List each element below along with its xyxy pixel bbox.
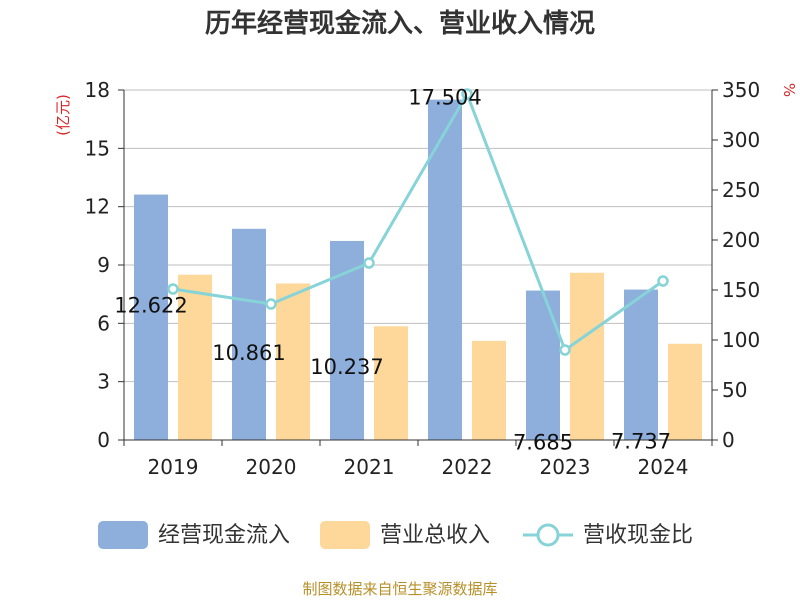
right-axis-tick-label: 100 [722,328,760,352]
bar-revenue [472,340,506,440]
left-axis-tick-label: 6 [97,311,110,335]
data-label-cash-inflow: 10.237 [310,355,383,379]
source-note: 制图数据来自恒生聚源数据库 [302,580,497,598]
bar-cash-inflow [428,99,462,441]
left-axis-tick-label: 15 [85,136,110,160]
bar-revenue [374,326,408,440]
data-label-cash-inflow: 17.504 [408,86,481,110]
bar-cash-inflow [526,290,560,440]
bar-revenue [570,272,604,440]
bar-cash-inflow [134,194,168,440]
x-axis-tick-label: 2024 [638,455,689,479]
ratio-line [172,90,664,353]
bar-revenue [178,274,212,440]
axis-layer: 0 3 6 9 12 15 18 0 50 100 150 200 250 300 350 2019 2020 2… [85,78,761,479]
right-axis-tick-label: 50 [722,378,747,402]
bar-cash-inflow [232,228,266,440]
ratio-point [265,298,277,310]
left-axis-tick-label: 0 [97,428,110,452]
right-axis-tick-label: 350 [722,78,760,102]
ratio-point [559,344,571,356]
right-axis-unit: % [780,83,798,97]
ratio-point [167,283,179,295]
legend-label-cash-inflow: 经营现金流入 [158,523,290,548]
data-label-cash-inflow: 12.622 [114,294,187,318]
left-axis-unit: (亿元) [54,94,72,136]
bar-cash-inflow [624,289,658,440]
x-axis-tick-label: 2021 [344,455,395,479]
right-axis-tick-label: 250 [722,178,760,202]
right-axis-tick-label: 0 [722,428,735,452]
bar-cash-inflow [330,240,364,440]
grid-layer [124,89,712,383]
x-axis-tick-label: 2020 [246,455,297,479]
data-label-cash-inflow: 7.737 [611,430,671,454]
bar-revenue [276,283,310,440]
ratio-point [461,88,473,100]
left-axis-tick-label: 18 [85,78,110,102]
legend-swatch-revenue [320,521,370,549]
right-axis-tick-label: 200 [722,228,760,252]
data-label-cash-inflow: 10.861 [212,341,285,365]
legend: 经营现金流入 营业总收入 营收现金比 [98,521,693,549]
x-axis-tick-label: 2023 [540,455,591,479]
label-layer: 12.622 10.861 10.237 17.504 7.685 7.737 [114,86,671,455]
x-axis-tick-label: 2022 [442,455,493,479]
legend-marker-ratio [536,523,560,547]
right-axis-tick-label: 150 [722,278,760,302]
ratio-point [657,275,669,287]
chart-title: 历年经营现金流入、营业收入情况 [205,8,595,39]
left-axis-tick-label: 3 [97,370,110,394]
right-axis-tick-label: 300 [722,128,760,152]
legend-swatch-cash-inflow [98,521,148,549]
x-axis-tick-label: 2019 [148,455,199,479]
ratio-point [363,257,375,269]
legend-label-ratio: 营收现金比 [583,523,693,548]
left-axis-tick-label: 12 [85,195,110,219]
left-axis-tick-label: 9 [97,253,110,277]
line-layer [167,88,669,356]
legend-label-revenue: 营业总收入 [380,523,490,548]
bar-layer [134,99,702,441]
data-label-cash-inflow: 7.685 [513,431,573,455]
bar-revenue [668,343,702,440]
